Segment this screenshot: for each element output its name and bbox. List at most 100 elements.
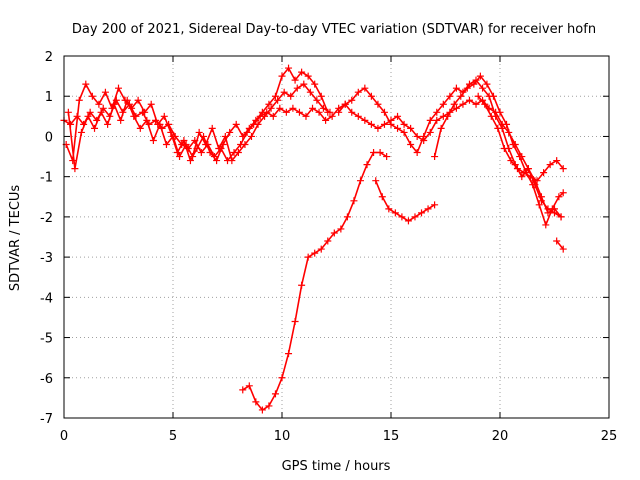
data-point-marker <box>285 64 293 72</box>
data-point-marker <box>361 84 369 92</box>
data-point-marker <box>278 72 286 80</box>
y-tick-label: 1 <box>45 90 53 105</box>
data-point-marker <box>503 120 511 128</box>
data-point-marker <box>509 140 517 148</box>
data-point-marker <box>293 84 301 92</box>
series-trace <box>477 95 565 182</box>
data-point-marker <box>300 80 308 88</box>
data-point-marker <box>383 153 391 161</box>
data-point-marker <box>533 177 541 185</box>
data-point-marker <box>551 209 558 217</box>
data-point-marker <box>302 112 310 120</box>
data-point-marker <box>271 92 279 100</box>
data-point-marker <box>282 108 290 116</box>
data-point-marker <box>213 157 221 165</box>
data-point-marker <box>261 112 269 120</box>
data-point-marker <box>413 149 421 157</box>
data-point-marker <box>252 398 260 406</box>
data-point-marker <box>258 406 266 414</box>
data-point-marker <box>376 149 384 157</box>
data-point-marker <box>457 92 465 100</box>
data-point-marker <box>97 108 105 116</box>
y-tick-label: -6 <box>40 372 53 387</box>
x-axis-label: GPS time / hours <box>282 459 391 474</box>
data-point-marker <box>101 88 109 96</box>
data-point-marker <box>95 100 103 108</box>
data-point-marker <box>71 165 79 173</box>
data-point-marker <box>407 140 415 148</box>
y-tick-label: -4 <box>40 291 53 306</box>
data-point-marker <box>228 157 236 165</box>
y-tick-label: 0 <box>45 130 53 145</box>
data-point-marker <box>180 136 188 144</box>
data-point-marker <box>271 390 279 398</box>
data-point-marker <box>221 132 229 140</box>
data-point-marker <box>239 132 247 140</box>
data-point-marker <box>115 84 122 92</box>
data-point-marker <box>489 92 497 100</box>
data-point-marker <box>141 108 149 116</box>
data-point-marker <box>176 153 184 161</box>
data-point-marker <box>444 112 452 120</box>
data-point-marker <box>326 108 334 116</box>
data-point-marker <box>160 112 168 120</box>
data-point-marker <box>418 209 426 217</box>
data-point-marker <box>420 132 428 140</box>
data-point-marker <box>548 205 556 213</box>
data-point-marker <box>394 112 402 120</box>
series-trace-2 <box>62 64 332 165</box>
data-point-marker <box>337 225 345 233</box>
data-point-marker <box>479 84 487 92</box>
data-point-marker <box>330 229 338 237</box>
series-trace <box>374 179 436 222</box>
data-point-marker <box>232 120 240 128</box>
data-point-marker <box>149 136 157 144</box>
data-point-marker <box>470 80 478 88</box>
data-point-marker <box>354 112 362 120</box>
data-point-marker <box>269 112 277 120</box>
data-point-marker <box>483 80 491 88</box>
data-point-marker <box>559 189 567 197</box>
data-series <box>60 64 567 414</box>
data-point-marker <box>372 177 380 185</box>
data-point-marker <box>117 116 125 124</box>
data-point-marker <box>400 120 408 128</box>
data-point-marker <box>494 124 502 132</box>
data-point-marker <box>226 128 234 136</box>
data-point-marker <box>424 205 432 213</box>
y-tick-label: 2 <box>45 50 53 65</box>
chart-title: Day 200 of 2021, Sidereal Day-to-day VTE… <box>72 22 596 37</box>
data-point-marker <box>99 104 107 112</box>
data-point-marker <box>241 140 249 148</box>
data-point-marker <box>500 145 508 153</box>
data-point-marker <box>298 68 306 76</box>
data-point-marker <box>431 201 439 209</box>
data-point-marker <box>289 104 297 112</box>
data-point-marker <box>459 100 467 108</box>
data-point-marker <box>398 213 406 221</box>
series-trace-5 <box>431 72 567 229</box>
data-point-marker <box>426 116 434 124</box>
data-point-marker <box>474 92 482 100</box>
data-point-marker <box>306 88 314 96</box>
data-point-marker <box>472 100 480 108</box>
data-point-marker <box>110 100 118 108</box>
data-point-marker <box>341 100 349 108</box>
grid-lines <box>64 56 609 418</box>
data-point-marker <box>356 177 364 185</box>
data-point-marker <box>315 108 323 116</box>
data-point-marker <box>285 350 293 358</box>
data-point-marker <box>69 157 77 165</box>
data-point-marker <box>378 193 386 201</box>
y-tick-label: -3 <box>40 251 53 266</box>
data-point-marker <box>317 245 325 253</box>
data-point-marker <box>77 128 85 136</box>
data-point-marker <box>247 132 255 140</box>
data-point-marker <box>335 108 343 116</box>
data-point-marker <box>195 128 203 136</box>
data-point-marker <box>487 112 495 120</box>
series-trace-9 <box>553 237 567 253</box>
data-point-marker <box>319 104 327 112</box>
data-point-marker <box>239 386 247 394</box>
